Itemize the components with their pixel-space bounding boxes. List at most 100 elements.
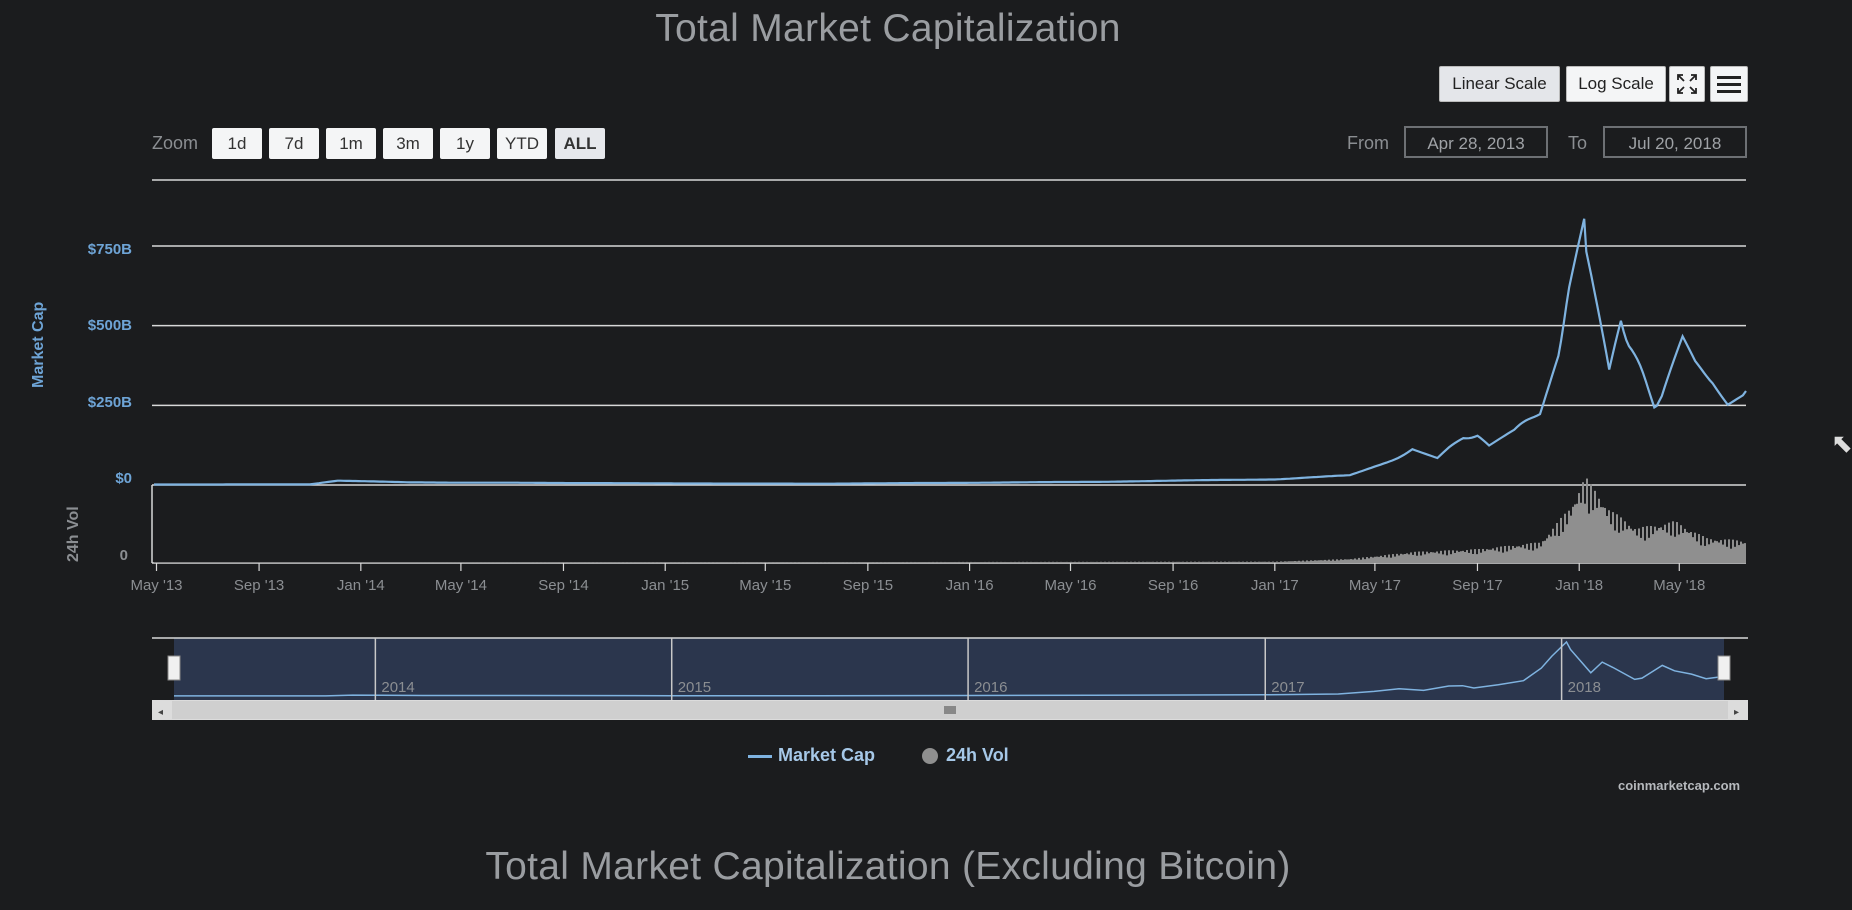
- volume-bar: [1466, 550, 1468, 563]
- volume-bar: [374, 562, 376, 563]
- volume-bar: [834, 562, 836, 563]
- volume-bar: [1300, 561, 1302, 563]
- x-tick-label: May '17: [1349, 577, 1401, 594]
- legend-24h-vol[interactable]: 24h Vol: [922, 745, 1009, 766]
- volume-bar: [1052, 561, 1054, 563]
- log-scale-button[interactable]: Log Scale: [1566, 66, 1666, 102]
- volume-bar: [884, 562, 886, 563]
- volume-bar: [674, 562, 676, 563]
- volume-bar: [232, 562, 234, 563]
- x-tick-label: May '13: [130, 577, 182, 594]
- volume-bar: [1202, 561, 1204, 563]
- from-date-input[interactable]: Apr 28, 2013: [1404, 126, 1548, 158]
- volume-bar: [1050, 562, 1052, 563]
- volume-bar: [882, 562, 884, 563]
- market-cap-chart[interactable]: May '13 Sep '13 Jan '14 May '14 Sep '14 Jan '…: [0, 0, 1852, 740]
- volume-bar: [866, 562, 868, 563]
- volume-bar: [1576, 503, 1578, 563]
- volume-bar: [814, 562, 816, 563]
- volume-bar: [922, 562, 924, 563]
- volume-bar: [1460, 551, 1462, 563]
- linear-scale-button[interactable]: Linear Scale: [1439, 66, 1560, 102]
- volume-bar: [1166, 562, 1168, 563]
- zoom-1m-button[interactable]: 1m: [326, 128, 376, 159]
- volume-bar: [1032, 562, 1034, 563]
- to-date-input[interactable]: Jul 20, 2018: [1603, 126, 1747, 158]
- zoom-1d-button[interactable]: 1d: [212, 128, 262, 159]
- zoom-1y-button[interactable]: 1y: [440, 128, 490, 159]
- volume-bar: [1230, 561, 1232, 563]
- volume-bar: [1602, 507, 1604, 563]
- volume-bar: [372, 562, 374, 563]
- volume-bar: [1242, 561, 1244, 563]
- volume-bar: [200, 562, 202, 563]
- navigator-year-label: 2015: [678, 679, 711, 696]
- volume-bar: [240, 562, 242, 563]
- volume-bar: [1236, 561, 1238, 563]
- volume-bar: [1498, 551, 1500, 563]
- chart-title: Total Market Capitalization: [655, 7, 1121, 50]
- volume-bar: [804, 562, 806, 563]
- volume-bar: [892, 562, 894, 563]
- volume-bar: [188, 562, 190, 563]
- volume-bar: [1234, 561, 1236, 563]
- volume-bar: [1650, 526, 1652, 563]
- volume-bar: [222, 562, 224, 563]
- volume-bar: [604, 562, 606, 563]
- navigator-left-handle: [167, 655, 181, 681]
- volume-bar: [202, 562, 204, 563]
- volume-bar: [344, 562, 346, 563]
- volume-bar: [1608, 510, 1610, 563]
- volume-bar: [1038, 562, 1040, 563]
- volume-bar: [1418, 551, 1420, 563]
- volume-bar: [1374, 556, 1376, 563]
- volume-bar: [1648, 537, 1650, 563]
- volume-bar: [1214, 562, 1216, 563]
- legend-market-cap[interactable]: Market Cap: [748, 745, 875, 766]
- volume-bar: [1152, 561, 1154, 563]
- x-tick-label: Jan '17: [1251, 577, 1299, 594]
- volume-bar: [756, 562, 758, 563]
- volume-bar: [402, 562, 404, 563]
- volume-bar: [570, 562, 572, 563]
- volume-bar: [1104, 561, 1106, 563]
- volume-bar: [1470, 549, 1472, 563]
- volume-bar: [720, 562, 722, 563]
- volume-bar: [1168, 561, 1170, 563]
- volume-bar: [1454, 552, 1456, 563]
- chart-menu-button[interactable]: [1710, 66, 1748, 102]
- volume-bar: [424, 562, 426, 563]
- volume-bar: [194, 562, 196, 563]
- zoom-7d-button[interactable]: 7d: [269, 128, 319, 159]
- volume-bar: [1548, 534, 1550, 563]
- volume-bar: [1444, 550, 1446, 563]
- volume-bar: [1054, 562, 1056, 563]
- zoom-3m-button[interactable]: 3m: [383, 128, 433, 159]
- volume-bar: [688, 562, 690, 563]
- volume-bar: [282, 562, 284, 563]
- volume-bar: [886, 562, 888, 563]
- volume-bar: [1184, 562, 1186, 563]
- volume-bar: [1496, 547, 1498, 563]
- volume-bar: [154, 562, 156, 563]
- zoom-all-button[interactable]: ALL: [555, 128, 605, 159]
- volume-bar: [1452, 550, 1454, 563]
- volume-bar: [1182, 561, 1184, 563]
- volume-bar: [812, 562, 814, 563]
- volume-bar: [932, 561, 934, 563]
- volume-bar: [954, 561, 956, 563]
- zoom-ytd-button[interactable]: YTD: [497, 128, 547, 159]
- fullscreen-button[interactable]: [1669, 66, 1705, 102]
- volume-bar: [1406, 553, 1408, 563]
- volume-bar: [476, 562, 478, 563]
- volume-bar: [1660, 527, 1662, 563]
- credit-link[interactable]: coinmarketcap.com: [1618, 778, 1741, 793]
- volume-bar: [878, 562, 880, 563]
- volume-bar: [1008, 562, 1010, 563]
- volume-bar: [486, 562, 488, 563]
- volume-bar: [830, 562, 832, 563]
- volume-bar: [1412, 554, 1414, 563]
- volume-bar: [500, 562, 502, 563]
- volume-bar: [1434, 552, 1436, 563]
- volume-bar: [334, 562, 336, 563]
